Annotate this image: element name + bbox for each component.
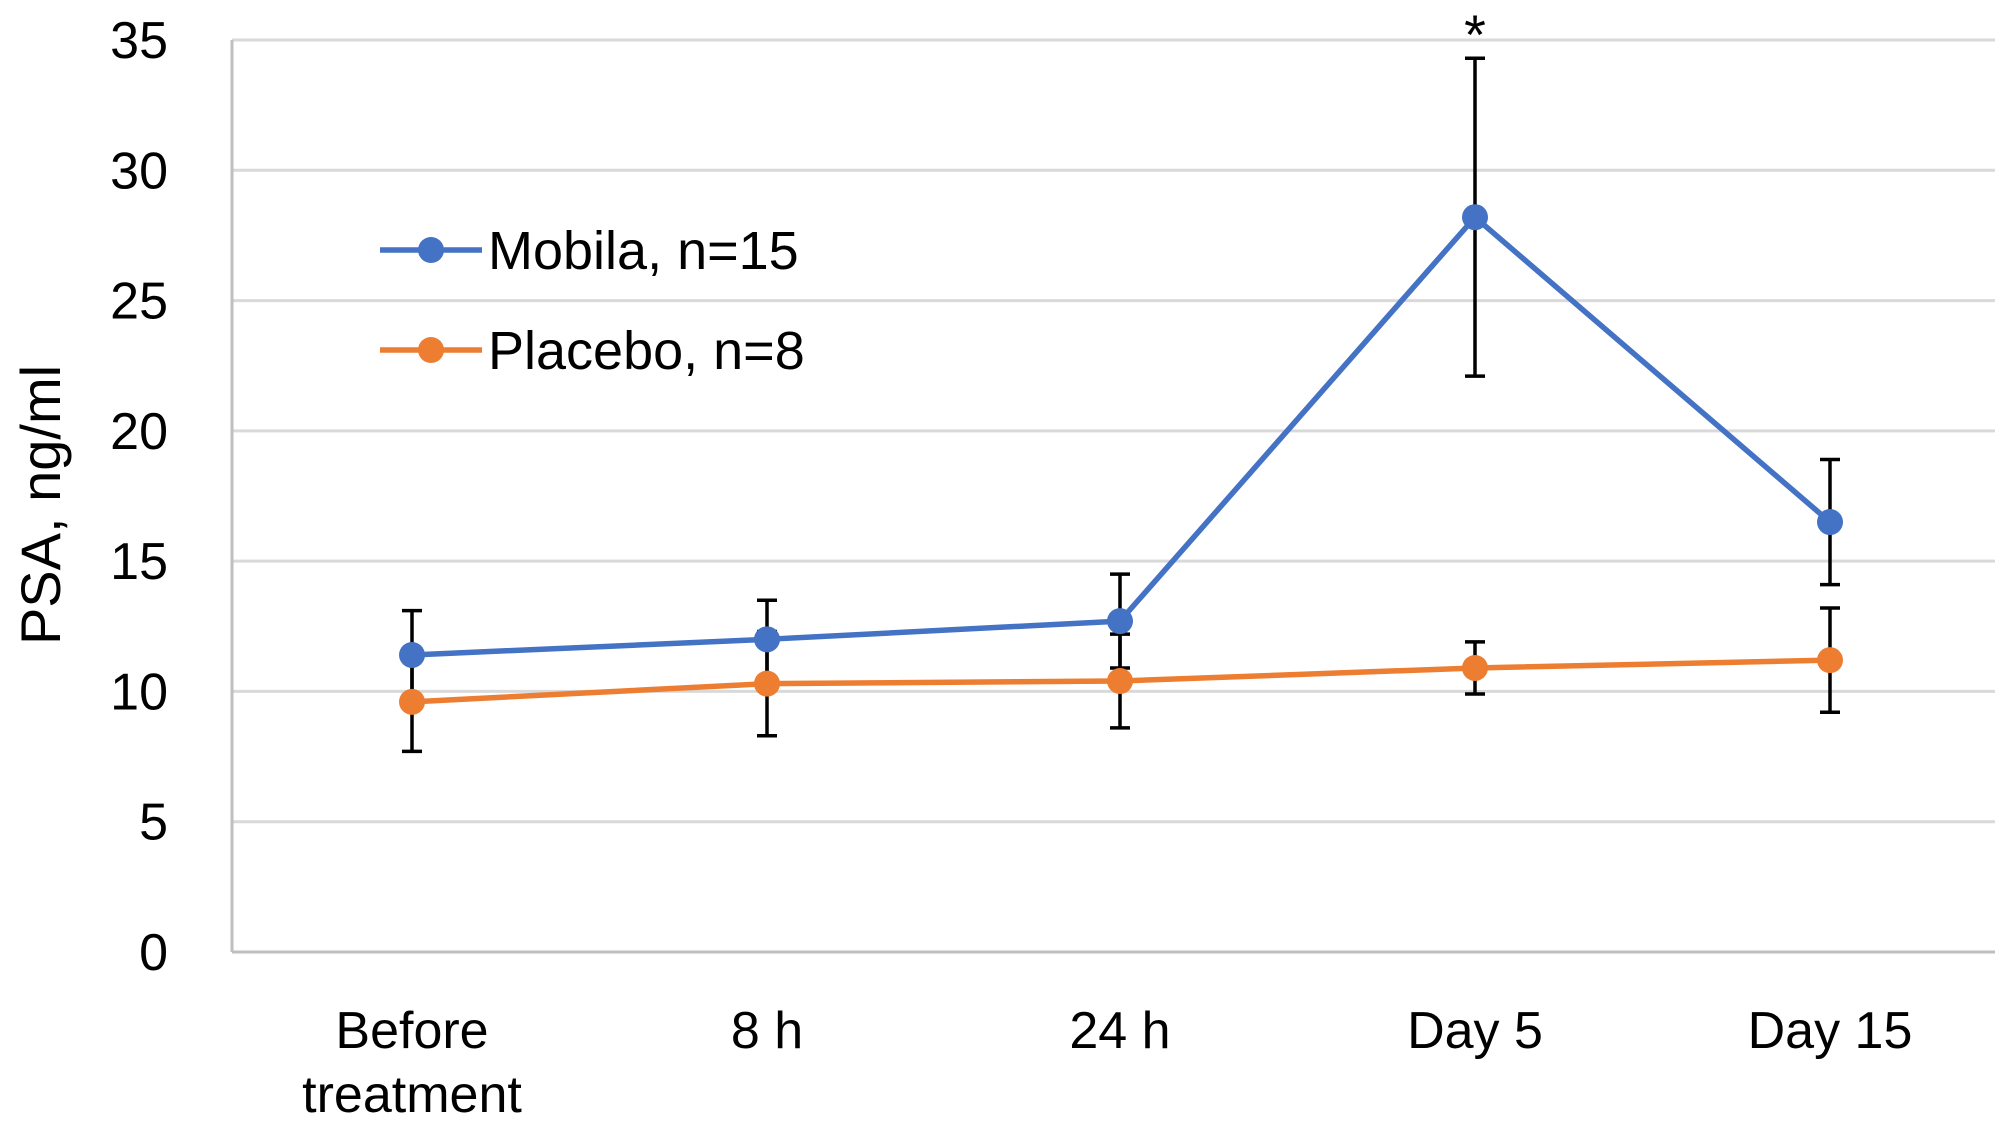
legend-marker-0 (418, 237, 444, 263)
legend: Mobila, n=15 Placebo, n=8 (380, 221, 805, 381)
data-point-1-0 (399, 688, 425, 715)
data-point-0-0 (399, 641, 425, 668)
legend-label-1: Placebo, n=8 (488, 321, 805, 381)
legend-label-0: Mobila, n=15 (488, 221, 799, 281)
x-category-label-1-line-0: 8 h (731, 1002, 803, 1060)
data-point-0-4 (1817, 509, 1843, 536)
y-tick-labels: 0 5 10 15 20 25 30 35 (110, 12, 168, 982)
data-point-1-4 (1817, 647, 1843, 674)
x-category-label-2-line-0: 24 h (1069, 1002, 1170, 1060)
data-point-0-1 (754, 626, 780, 653)
y-tick-label-20: 20 (110, 403, 168, 461)
y-tick-label-35: 35 (110, 12, 168, 70)
x-category-label-1: 8 h (731, 1002, 803, 1060)
axes (230, 40, 1995, 954)
x-category-label-3: Day 5 (1407, 1002, 1543, 1060)
x-category-label-0: Before treatment (302, 1002, 522, 1120)
data-point-0-3 (1462, 204, 1488, 231)
annotation-0: * (1464, 3, 1486, 66)
y-tick-label-30: 30 (110, 142, 168, 200)
data-point-1-1 (754, 670, 780, 697)
x-category-label-0-line-0: Before (335, 1002, 488, 1060)
y-axis-title: PSA, ng/ml (9, 365, 72, 645)
data-point-1-2 (1107, 668, 1133, 695)
data-points (399, 204, 1843, 715)
data-point-1-3 (1462, 654, 1488, 681)
annotations: * (1464, 3, 1486, 66)
x-category-label-4-line-0: Day 15 (1748, 1002, 1913, 1060)
x-category-labels: Before treatment 8 h 24 h Day 5 Day 15 (302, 1002, 1913, 1124)
y-tick-label-0: 0 (139, 924, 168, 982)
gridlines (232, 38, 1995, 824)
legend-marker-1 (418, 337, 444, 363)
x-category-label-4: Day 15 (1748, 1002, 1913, 1060)
data-point-0-2 (1107, 608, 1133, 635)
x-category-label-0-line-1: treatment (302, 1066, 522, 1120)
x-category-label-2: 24 h (1069, 1002, 1170, 1060)
y-tick-label-10: 10 (110, 663, 168, 721)
x-category-label-3-line-0: Day 5 (1407, 1002, 1543, 1060)
y-tick-label-5: 5 (139, 794, 168, 852)
y-tick-label-15: 15 (110, 533, 168, 591)
y-tick-label-25: 25 (110, 273, 168, 331)
